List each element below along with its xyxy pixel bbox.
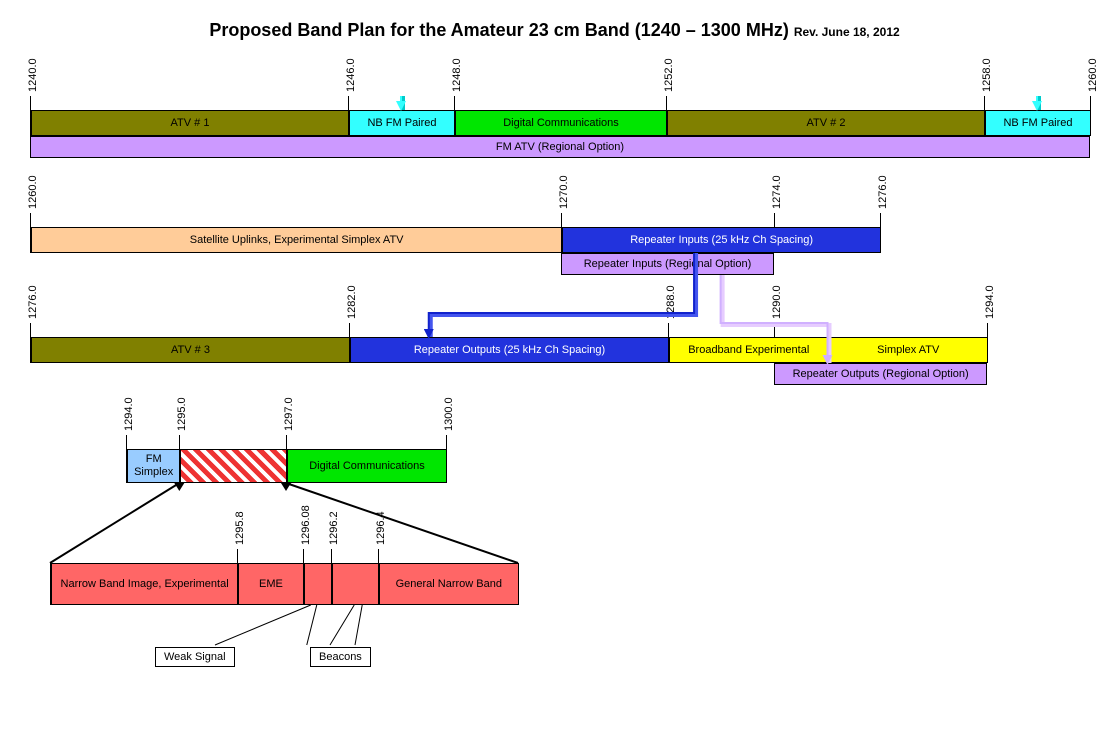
freq-tick: 1290.0: [774, 323, 775, 337]
band-segment: Repeater Outputs (25 kHz Ch Spacing): [350, 337, 669, 363]
band-bar: Narrow Band Image, ExperimentalEME Genera…: [50, 563, 518, 605]
freq-tick: 1295.8: [237, 549, 238, 563]
band-bar: FM Simplex Digital Communications: [126, 449, 446, 483]
band-regional-option: Repeater Inputs (Regional Option): [561, 253, 774, 275]
page-title: Proposed Band Plan for the Amateur 23 cm…: [209, 20, 789, 40]
freq-tick: 1288.0: [668, 323, 669, 337]
freq-tick: 1295.0: [179, 435, 180, 449]
revision-label: Rev. June 18, 2012: [794, 25, 900, 39]
freq-tick: 1258.0: [984, 96, 985, 110]
callout-weak-signal: Weak Signal: [155, 647, 235, 667]
freq-tick: 1248.0: [454, 96, 455, 110]
band-segment: FM Simplex: [127, 449, 180, 483]
band-regional-option: FM ATV (Regional Option): [30, 136, 1090, 158]
band-segment: EME: [238, 563, 304, 605]
band-segment: [180, 449, 287, 483]
band-segment: ATV # 2: [667, 110, 985, 136]
band-segment: Digital Communications: [455, 110, 667, 136]
band-bar: Satellite Uplinks, Experimental Simplex …: [30, 227, 880, 253]
freq-tick: 1260.0: [1090, 96, 1091, 110]
band-bar: ATV # 1NB FM PairedDigital Communication…: [30, 110, 1090, 136]
freq-tick: 1300.0: [446, 435, 447, 449]
freq-tick: 1260.0: [30, 213, 31, 227]
band-segment: NB FM Paired: [349, 110, 455, 136]
band-segment: Repeater Inputs (25 kHz Ch Spacing): [562, 227, 881, 253]
freq-tick: 1274.0: [774, 213, 775, 227]
band-segment: Satellite Uplinks, Experimental Simplex …: [31, 227, 562, 253]
freq-tick: 1294.0: [126, 435, 127, 449]
freq-tick: 1297.0: [286, 435, 287, 449]
band-segment: ATV # 3: [31, 337, 350, 363]
freq-tick: 1296.08: [303, 549, 304, 563]
freq-tick: 1252.0: [666, 96, 667, 110]
band-bar: ATV # 3Repeater Outputs (25 kHz Ch Spaci…: [30, 337, 987, 363]
callout-beacons: Beacons: [310, 647, 371, 667]
freq-tick: 1296.2: [331, 549, 332, 563]
freq-tick: 1296.4: [378, 549, 379, 563]
band-segment: Narrow Band Image, Experimental: [51, 563, 238, 605]
band-segment: General Narrow Band: [379, 563, 519, 605]
band-segment: NB FM Paired: [985, 110, 1091, 136]
band-segment: Simplex ATV: [829, 337, 989, 363]
band-segment: [332, 563, 379, 605]
freq-tick: 1246.0: [348, 96, 349, 110]
freq-tick: 1282.0: [349, 323, 350, 337]
band-segment: ATV # 1: [31, 110, 349, 136]
freq-tick: 1270.0: [561, 213, 562, 227]
band-regional-option: Repeater Outputs (Regional Option): [774, 363, 987, 385]
freq-tick: 1276.0: [30, 323, 31, 337]
band-segment: [304, 563, 332, 605]
band-segment: Digital Communications: [287, 449, 447, 483]
band-segment: Broadband Experimental: [669, 337, 829, 363]
freq-tick: 1276.0: [880, 213, 881, 227]
freq-tick: 1240.0: [30, 96, 31, 110]
freq-tick: 1294.0: [987, 323, 988, 337]
